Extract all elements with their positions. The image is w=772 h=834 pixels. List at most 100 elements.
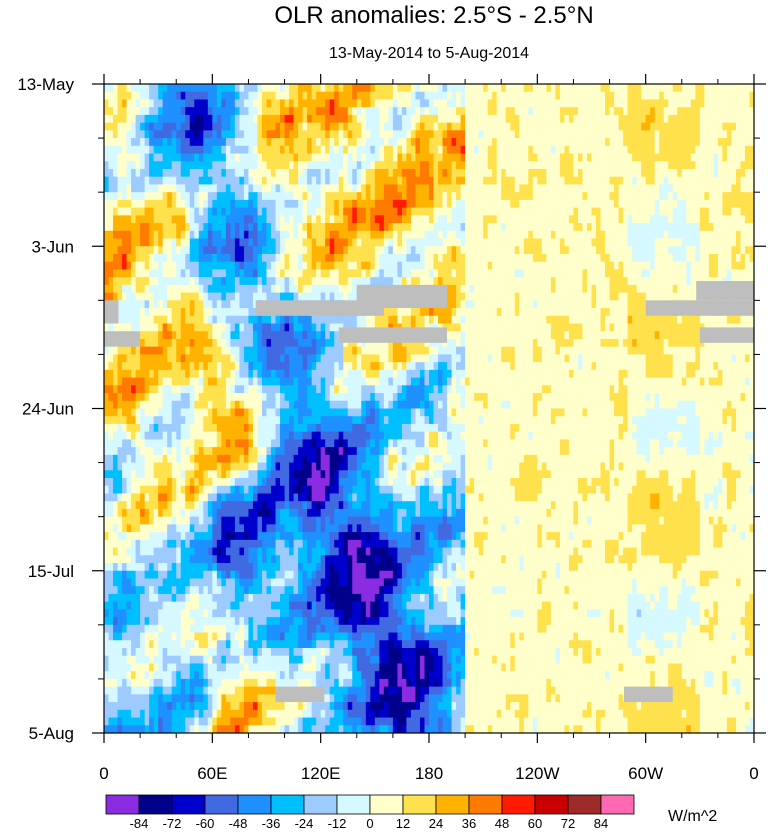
heatmap-cell <box>573 207 579 216</box>
heatmap-cell <box>582 338 588 348</box>
heatmap-cell <box>456 277 462 286</box>
heatmap-cell <box>605 315 611 325</box>
heatmap-cell <box>469 346 475 356</box>
heatmap-cell <box>365 192 371 201</box>
heatmap-cell <box>280 253 286 263</box>
heatmap-cell <box>582 168 588 178</box>
heatmap-cell <box>352 91 358 101</box>
heatmap-cell <box>419 346 426 356</box>
heatmap-cell <box>442 114 448 124</box>
heatmap-cell <box>546 107 552 116</box>
heatmap-cell <box>216 192 222 201</box>
heatmap-cell <box>686 168 692 178</box>
heatmap-cell <box>280 292 286 301</box>
heatmap-cell <box>632 323 638 332</box>
heatmap-cell <box>618 145 624 155</box>
heatmap-cell <box>234 91 241 101</box>
heatmap-cell <box>370 199 376 209</box>
heatmap-cell <box>334 91 340 101</box>
heatmap-cell <box>225 184 231 193</box>
heatmap-cell <box>122 91 128 101</box>
heatmap-cell <box>171 168 177 178</box>
heatmap-cell <box>474 145 480 155</box>
heatmap-cell <box>320 215 326 224</box>
heatmap-cell <box>573 308 579 317</box>
heatmap-cell <box>347 168 353 178</box>
heatmap-cell <box>334 215 340 224</box>
heatmap-cell <box>596 207 602 216</box>
heatmap-cell <box>636 238 642 247</box>
heatmap-cell <box>261 346 268 356</box>
heatmap-cell <box>419 122 426 131</box>
heatmap-cell <box>171 315 177 325</box>
heatmap-cell <box>429 192 435 201</box>
heatmap-cell <box>546 261 552 271</box>
heatmap-cell <box>744 176 751 186</box>
heatmap-cell <box>600 84 606 93</box>
heatmap-cell <box>379 91 385 101</box>
heatmap-cell <box>632 269 638 278</box>
heatmap-cell <box>388 277 394 286</box>
heatmap-cell <box>365 91 371 101</box>
heatmap-cell <box>117 215 123 224</box>
heatmap-cell <box>104 261 110 271</box>
heatmap-cell <box>158 308 164 317</box>
heatmap-cell <box>663 253 669 263</box>
heatmap-cell <box>234 153 241 162</box>
heatmap-cell <box>474 284 480 294</box>
heatmap-cell <box>740 114 746 124</box>
heatmap-cell <box>189 176 195 186</box>
heatmap-cell <box>501 315 507 325</box>
heatmap-cell <box>623 153 629 162</box>
heatmap-cell <box>699 161 705 170</box>
heatmap-cell <box>280 84 286 93</box>
heatmap-cell <box>582 253 588 263</box>
heatmap-cell <box>180 246 186 255</box>
heatmap-cell <box>668 323 674 332</box>
heatmap-cell <box>176 84 182 93</box>
heatmap-cell <box>654 269 660 278</box>
heatmap-cell <box>564 107 570 116</box>
heatmap-cell <box>429 246 435 255</box>
heatmap-cell <box>261 338 268 348</box>
heatmap-cell <box>564 145 570 155</box>
heatmap-cell <box>257 292 263 301</box>
heatmap-cell <box>614 238 620 247</box>
heatmap-cell <box>717 230 723 240</box>
heatmap-cell <box>243 269 250 278</box>
heatmap-cell <box>153 223 159 232</box>
heatmap-cell <box>559 223 566 232</box>
heatmap-cell <box>257 107 263 116</box>
heatmap-cell <box>361 184 367 193</box>
heatmap-cell <box>447 199 453 209</box>
heatmap-cell <box>605 253 611 263</box>
heatmap-cell <box>311 114 317 124</box>
heatmap-cell <box>144 138 150 147</box>
heatmap-cell <box>577 91 584 101</box>
heatmap-cell <box>266 315 272 325</box>
heatmap-cell <box>153 215 159 224</box>
heatmap-cell <box>370 215 376 224</box>
heatmap-cell <box>541 84 547 93</box>
heatmap-cell <box>135 292 141 301</box>
heatmap-cell <box>519 114 525 124</box>
heatmap-cell <box>695 184 701 193</box>
heatmap-cell <box>456 238 462 247</box>
heatmap-cell <box>126 230 132 240</box>
heatmap-cell <box>153 192 159 201</box>
heatmap-cell <box>699 114 705 124</box>
heatmap-cell <box>126 346 132 356</box>
heatmap-cell <box>699 230 705 240</box>
heatmap-cell <box>320 184 326 193</box>
heatmap-cell <box>605 207 611 216</box>
heatmap-cell <box>113 284 119 294</box>
heatmap-cell <box>131 300 137 309</box>
heatmap-cell <box>243 145 250 155</box>
heatmap-cell <box>609 130 615 139</box>
heatmap-cell <box>216 261 222 271</box>
heatmap-cell <box>334 114 340 124</box>
heatmap-cell <box>596 199 602 209</box>
heatmap-cell <box>171 238 177 247</box>
heatmap-cell <box>203 199 209 209</box>
heatmap-cell <box>519 346 525 356</box>
